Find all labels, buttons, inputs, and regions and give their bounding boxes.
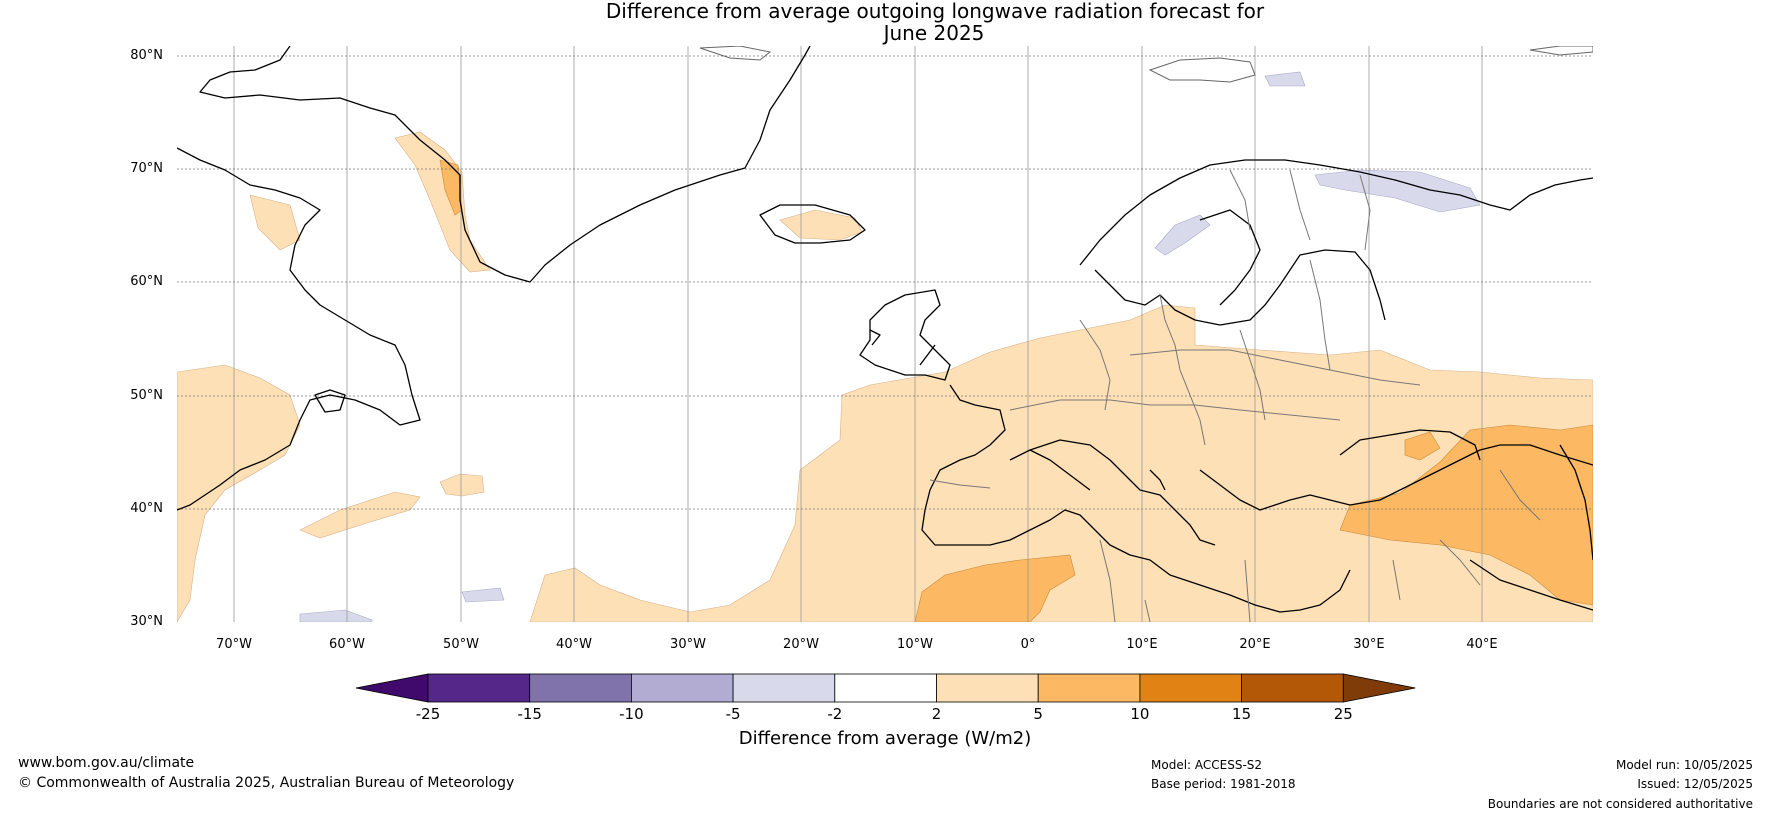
lon-label-0: 0° <box>1020 637 1036 652</box>
lat-label-40n: 40°N <box>130 501 163 516</box>
lat-label-60n: 60°N <box>130 274 163 289</box>
colorbar-tick-label: -15 <box>517 705 542 723</box>
colorbar-cell <box>529 673 632 703</box>
footer-model: Model: ACCESS-S2 <box>1151 758 1263 772</box>
anomaly-area-north-america <box>177 364 301 622</box>
lat-label-80n: 80°N <box>130 48 163 63</box>
colorbar-tick-label: -5 <box>725 705 741 723</box>
anomaly-area-atlantic-south <box>461 587 505 603</box>
colorbar-tick-label: -10 <box>619 705 644 723</box>
colorbar-tick-label: 15 <box>1232 705 1252 723</box>
anomaly-area-atlantic-south-west <box>299 609 373 622</box>
arctic-islands <box>699 46 1593 83</box>
graticule-meridians <box>233 46 1483 622</box>
lat-label-30n: 30°N <box>130 614 163 629</box>
footer-disclaimer: Boundaries are not considered authoritat… <box>1487 797 1753 811</box>
colorbar-cell <box>834 673 937 703</box>
lat-label-70n: 70°N <box>130 161 163 176</box>
anomaly-area-greenland-east <box>439 159 463 216</box>
colorbar-arrow-low <box>355 673 429 703</box>
anomaly-area-atlantic-patch <box>439 473 485 497</box>
anomaly-area-baffin <box>249 194 301 251</box>
lon-label-60w: 60°W <box>329 637 365 652</box>
anomaly-area-greenland <box>394 131 491 273</box>
anomaly-area-svalbard <box>1264 71 1306 87</box>
lon-label-30e: 30°E <box>1353 637 1385 652</box>
map-title-line-2: June 2025 <box>883 21 985 45</box>
colorbar-cell <box>1037 673 1141 703</box>
lon-label-20w: 20°W <box>783 637 819 652</box>
footer-base-period: Base period: 1981-2018 <box>1151 777 1296 791</box>
colorbar-tick-label: 10 <box>1130 705 1150 723</box>
lat-label-50n: 50°N <box>130 388 163 403</box>
colorbar-arrow-high <box>1342 673 1416 703</box>
anomaly-area-europe-africa <box>529 304 1593 622</box>
footer-issued: Issued: 12/05/2025 <box>1637 777 1753 791</box>
lon-label-10w: 10°W <box>897 637 933 652</box>
map-field <box>177 46 1593 622</box>
footer-model-run: Model run: 10/05/2025 <box>1615 758 1753 772</box>
lon-label-10e: 10°E <box>1126 637 1158 652</box>
lon-label-40e: 40°E <box>1466 637 1498 652</box>
colorbar-tick-label: 5 <box>1033 705 1043 723</box>
country-borders <box>929 169 1541 622</box>
colorbar-cell <box>1241 673 1344 703</box>
lon-label-70w: 70°W <box>216 637 252 652</box>
anomaly-area-atlantic-streak <box>299 491 421 539</box>
lon-label-50w: 50°W <box>443 637 479 652</box>
colorbar-tick-label: -25 <box>415 705 441 723</box>
anomaly-area-scandinavia <box>1314 169 1481 213</box>
lon-label-40w: 40°W <box>556 637 592 652</box>
coastlines <box>177 46 1593 613</box>
footer-copyright: © Commonwealth of Australia 2025, Austra… <box>18 775 515 791</box>
map-title-line-1: Difference from average outgoing longwav… <box>605 0 1265 23</box>
footer-website: www.bom.gov.au/climate <box>18 755 195 771</box>
colorbar-cell <box>732 673 836 703</box>
lon-label-30w: 30°W <box>670 637 706 652</box>
anomaly-area-norway-coast <box>1154 214 1211 256</box>
colorbar-tick-label: -2 <box>827 705 843 723</box>
colorbar-cell <box>427 673 531 703</box>
colorbar-tick-label: 2 <box>931 705 942 723</box>
anomaly-area-black-sea <box>1404 431 1441 461</box>
colorbar-cell <box>1139 673 1243 703</box>
colorbar-label: Difference from average (W/m2) <box>738 728 1032 749</box>
colorbar-cell <box>936 673 1039 703</box>
lon-label-20e: 20°E <box>1239 637 1271 652</box>
colorbar-cell <box>631 673 734 703</box>
colorbar-tick-label: 25 <box>1333 705 1353 723</box>
anomaly-area-north-africa <box>914 554 1076 622</box>
